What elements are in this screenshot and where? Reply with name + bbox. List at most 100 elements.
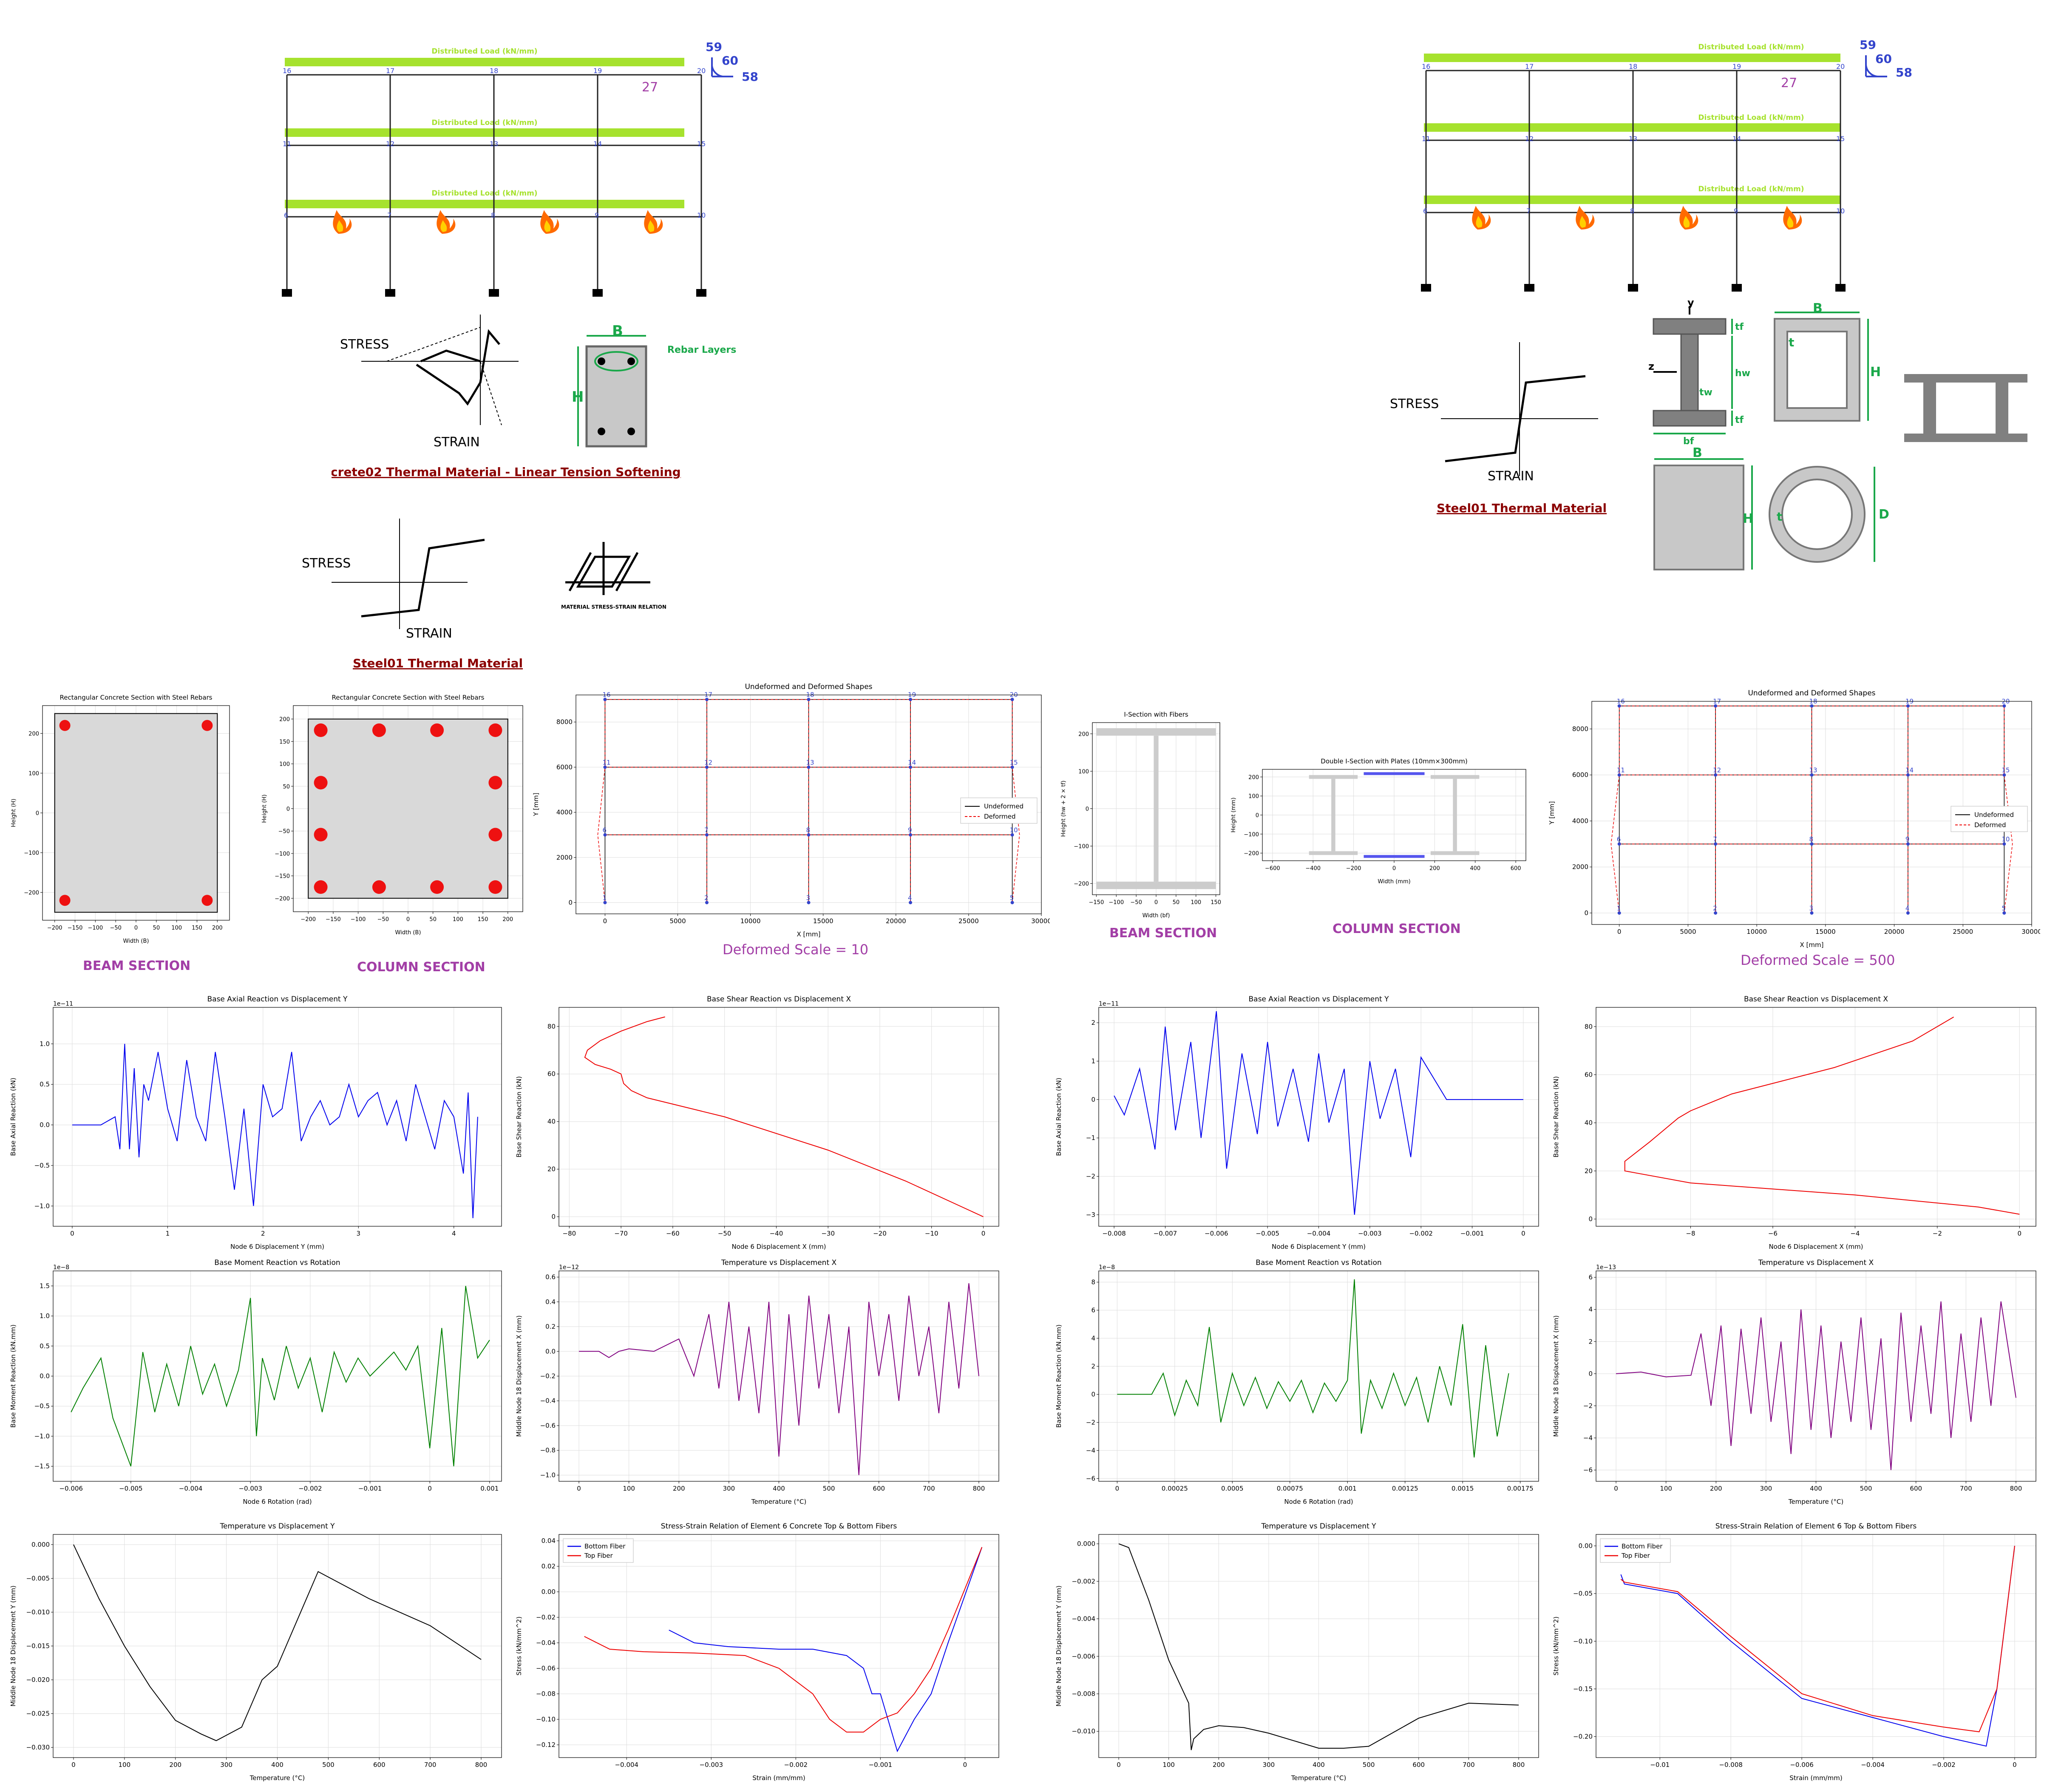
y-axis-label: Base Shear Reaction (kN)	[515, 1076, 523, 1157]
series-line-top-fiber	[584, 1547, 983, 1732]
x-tick-label: 500	[823, 1485, 835, 1492]
y-tick-label: 2000	[1572, 863, 1588, 871]
dof-59: 59	[1860, 38, 1876, 52]
plot-frame	[1098, 1007, 1539, 1227]
series-line	[1114, 1011, 1523, 1215]
y-axis-label: Y [mm]	[1548, 801, 1556, 825]
node-point	[705, 833, 709, 837]
frame-members	[286, 74, 702, 289]
x-tick-label: −0.006	[1205, 1230, 1228, 1237]
chart-title: Temperature vs Displacement X	[1758, 1259, 1874, 1267]
x-tick-label: 100	[1660, 1485, 1672, 1492]
fiber-flange	[1430, 851, 1480, 855]
y-tick-label: −0.15	[1573, 1685, 1593, 1693]
y-tick-label: 2	[1588, 1338, 1593, 1345]
x-tick-label: 0	[406, 916, 410, 923]
fiber-flange	[1430, 775, 1480, 779]
deformed-left-chart: Undeformed and Deformed Shapes X [mm] Y [m…	[532, 683, 1050, 938]
c1-chart: Base Axial Reaction vs Displacement Y Nod…	[9, 995, 502, 1250]
y-tick-label: 0.0	[545, 1347, 556, 1355]
y-tick-label: 6	[1588, 1273, 1593, 1281]
y-tick-label: −0.05	[1573, 1590, 1593, 1597]
stress-label: STRESS	[340, 337, 389, 352]
chart-title: Rectangular Concrete Section with Steel …	[60, 694, 212, 701]
x-tick-label: −200	[1346, 865, 1361, 872]
y-axis-label: Base Axial Reaction (kN)	[9, 1077, 17, 1156]
rebar-point	[430, 880, 444, 894]
y-tick-label: −4	[1583, 1434, 1593, 1442]
y-tick-label: −0.04	[536, 1639, 556, 1647]
legend-box	[1600, 1538, 1671, 1563]
x-tick-label: 500	[1860, 1485, 1872, 1492]
c11-chart: Temperature vs Displacement Y Temperature…	[1055, 1522, 1539, 1782]
node-point	[2002, 842, 2006, 846]
concrete-frame-diagram: Distributed Load (kN/mm) Distributed Loa…	[282, 40, 758, 297]
x-tick-label: 200	[1710, 1485, 1722, 1492]
y-tick-label: 1.5	[40, 1282, 50, 1290]
x-tick-label: 0	[1115, 1485, 1120, 1492]
x-tick-label: 25000	[958, 917, 979, 925]
plot-frame	[293, 705, 523, 912]
y-tick-label: −100	[1074, 844, 1089, 850]
node-label: 4	[908, 894, 912, 902]
node-18: 18	[490, 67, 498, 75]
node-label: 12	[1713, 766, 1721, 774]
concrete-section-rect	[54, 713, 218, 913]
y-tick-label: 0.04	[542, 1537, 556, 1545]
x-axis-label: Temperature (°C)	[751, 1498, 806, 1506]
x-axis-label: Node 6 Displacement X (mm)	[1769, 1243, 1863, 1250]
fiber-web	[1453, 779, 1457, 851]
chart-title: Stress-Strain Relation of Element 6 Conc…	[661, 1522, 897, 1531]
y-tick-label: 20	[1585, 1167, 1593, 1175]
y-tick-label: 100	[1248, 794, 1259, 800]
plot-frame	[559, 1007, 999, 1227]
x-tick-label: 100	[171, 925, 182, 931]
c5-chart: Temperature vs Displacement Y Temperature…	[9, 1522, 502, 1782]
y-tick-label: 0.000	[1077, 1540, 1095, 1548]
y-tick-label: −4	[1086, 1446, 1095, 1454]
chart-title: Temperature vs Displacement X	[721, 1259, 837, 1267]
node-point	[807, 901, 811, 905]
x-tick-label: −0.004	[1861, 1761, 1885, 1769]
frame-supports	[1421, 284, 1846, 292]
node-20: 20	[1836, 62, 1845, 71]
x-axis-label: Node 6 Displacement X (mm)	[731, 1243, 826, 1250]
ibeam-fibers-chart: I-Section with Fibers Width (bf) Height (h…	[1060, 711, 1221, 919]
y-tick-label: −0.10	[536, 1715, 556, 1723]
rebar-point	[488, 880, 502, 894]
plot-frame	[53, 1534, 502, 1758]
y-tick-label: −2	[1086, 1418, 1095, 1426]
fire-icon	[1472, 206, 1491, 230]
fire-icon	[333, 210, 352, 234]
x-tick-label: −150	[1089, 899, 1104, 906]
x-tick-label: −200	[301, 916, 316, 923]
y-tick-label: 40	[1585, 1119, 1593, 1127]
y-tick-label: −100	[24, 850, 39, 856]
y-tick-label: 6000	[1572, 771, 1588, 779]
plot-frame	[559, 1534, 999, 1758]
fire-icon	[644, 210, 663, 234]
c6-chart: Stress-Strain Relation of Element 6 Conc…	[515, 1522, 999, 1782]
dof-58: 58	[742, 70, 758, 84]
y-tick-label: 4000	[1572, 817, 1588, 825]
x-tick-label: 700	[923, 1485, 935, 1492]
x-tick-label: −0.002	[298, 1485, 322, 1492]
series-line	[1624, 1016, 2020, 1215]
x-tick-label: 0	[963, 1761, 967, 1769]
x-tick-label: 400	[271, 1761, 284, 1769]
c12-chart: Stress-Strain Relation of Element 6 Top …	[1552, 1522, 2036, 1782]
plot-frame	[1098, 1270, 1539, 1482]
x-axis-label: Temperature (°C)	[1788, 1498, 1843, 1506]
node-14: 14	[1732, 135, 1741, 143]
node-point	[1906, 842, 1910, 846]
y-axis-label: Middle Node 18 Displacement X (mm)	[515, 1316, 523, 1437]
node-label: 2	[1713, 905, 1717, 912]
y-tick-label: −0.025	[26, 1710, 50, 1718]
x-tick-label: 400	[1470, 865, 1480, 872]
x-tick-label: 50	[429, 916, 437, 923]
x-tick-label: −0.001	[358, 1485, 382, 1492]
node-11: 11	[1422, 135, 1430, 143]
fiber-flange	[1309, 851, 1358, 855]
fire-icon	[1576, 206, 1595, 230]
chart-title: Base Moment Reaction vs Rotation	[214, 1259, 340, 1267]
